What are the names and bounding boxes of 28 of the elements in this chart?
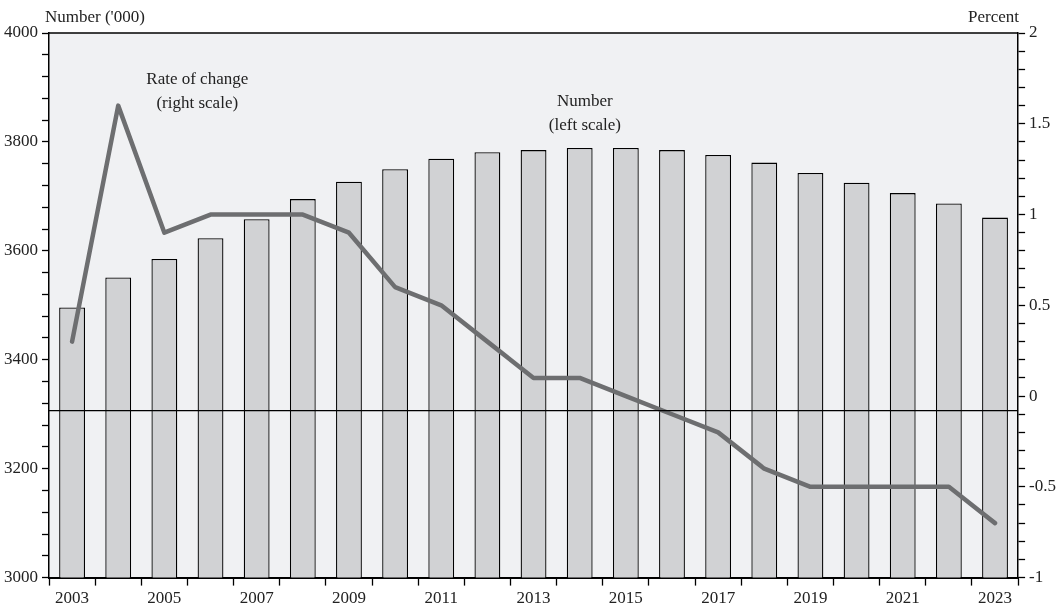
y-tick-label: 3000 — [4, 567, 38, 587]
y2-tick-label: 0 — [1029, 385, 1038, 405]
y2-axis-title: Percent — [968, 7, 1020, 26]
x-tick-label: 2015 — [608, 588, 643, 608]
x-tick-label: 2005 — [147, 588, 182, 608]
x-tick-label: 2009 — [331, 588, 366, 608]
y2-tick-label: -1 — [1029, 567, 1044, 587]
x-tick-label: 2013 — [516, 588, 551, 608]
y2-tick-label: 2 — [1029, 22, 1038, 42]
y-tick-label: 3800 — [4, 131, 38, 151]
x-tick-label: 2023 — [978, 588, 1013, 608]
y2-tick-label: 0.5 — [1029, 294, 1051, 314]
x-tick-label: 2019 — [793, 588, 828, 608]
y2-tick-label: 1.5 — [1029, 113, 1051, 133]
y-axis-title: Number ('000) — [45, 7, 145, 26]
x-tick-label: 2021 — [885, 588, 920, 608]
x-tick-label: 2003 — [55, 588, 90, 608]
x-tick-label: 2007 — [239, 588, 275, 608]
x-tick-label: 2017 — [701, 588, 736, 608]
y-tick-label: 3400 — [4, 349, 38, 369]
x-tick-label: 2011 — [424, 588, 458, 608]
y-tick-label: 4000 — [4, 22, 38, 42]
y-tick-label: 3200 — [4, 458, 38, 478]
annotation: Number (left scale) — [548, 90, 622, 134]
y2-tick-label: -0.5 — [1029, 476, 1057, 496]
y-tick-label: 3600 — [4, 240, 38, 260]
annotation: Rate of change (right scale) — [146, 68, 249, 112]
y2-tick-label: 1 — [1029, 204, 1038, 223]
